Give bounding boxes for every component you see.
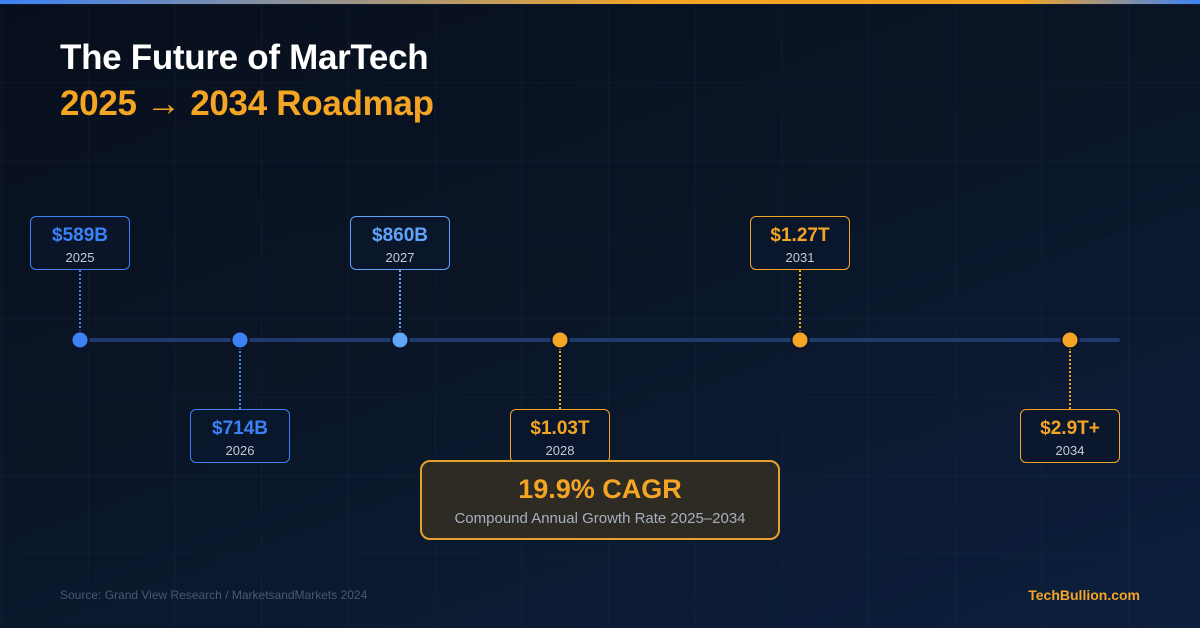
- milestone-value: $714B: [212, 418, 268, 439]
- milestone-card: $1.03T 2028: [510, 409, 610, 463]
- milestone-value: $1.03T: [530, 418, 590, 439]
- milestone-connector: [799, 270, 801, 332]
- milestone-dot: [550, 330, 570, 350]
- brand-logo-text[interactable]: TechBullion.com: [1028, 587, 1140, 603]
- page-title: The Future of MarTech: [60, 38, 429, 77]
- milestone-dot: [1060, 330, 1080, 350]
- milestone-card: $2.9T+ 2034: [1020, 409, 1120, 463]
- milestone-dot: [70, 330, 90, 350]
- milestone-year: 2027: [385, 250, 415, 265]
- milestone-card: $714B 2026: [190, 409, 290, 463]
- milestone-year: 2028: [545, 443, 575, 458]
- milestone-card: $860B 2027: [350, 216, 450, 270]
- milestone-dot: [390, 330, 410, 350]
- milestone-connector: [79, 270, 81, 332]
- milestone-value: $589B: [52, 225, 108, 246]
- milestone-year: 2034: [1055, 443, 1085, 458]
- page-subtitle: 2025 → 2034 Roadmap: [60, 84, 434, 123]
- milestone-connector: [559, 348, 561, 409]
- cagr-description: Compound Annual Growth Rate 2025–2034: [454, 510, 746, 527]
- timeline-axis: [80, 338, 1120, 342]
- milestone-year: 2026: [225, 443, 255, 458]
- milestone-value: $1.27T: [770, 225, 830, 246]
- cagr-headline: 19.9% CAGR: [518, 474, 682, 504]
- milestone-value: $2.9T+: [1040, 418, 1100, 439]
- milestone-year: 2031: [785, 250, 815, 265]
- milestone-year: 2025: [65, 250, 95, 265]
- milestone-value: $860B: [372, 225, 428, 246]
- milestone-card: $589B 2025: [30, 216, 130, 270]
- milestone-connector: [399, 270, 401, 332]
- cagr-callout: 19.9% CAGR Compound Annual Growth Rate 2…: [420, 460, 780, 540]
- milestone-card: $1.27T 2031: [750, 216, 850, 270]
- milestone-dot: [790, 330, 810, 350]
- top-accent-bar: [0, 0, 1200, 4]
- milestone-connector: [1069, 348, 1071, 409]
- milestone-dot: [230, 330, 250, 350]
- source-note: Source: Grand View Research / Marketsand…: [60, 588, 368, 602]
- milestone-connector: [239, 348, 241, 409]
